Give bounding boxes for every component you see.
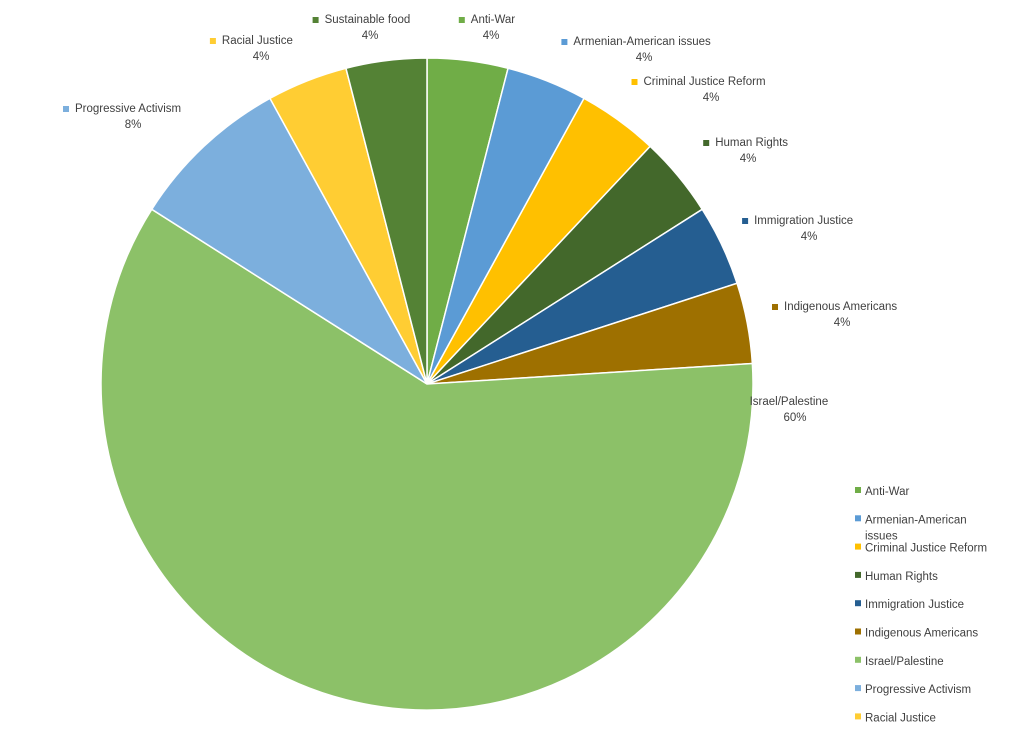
legend-label-israel-palestine: Israel/Palestine bbox=[865, 656, 944, 668]
legend: Anti-War Armenian-American issuesCriminal … bbox=[855, 486, 987, 724]
data-label-name-anti-war: Anti-War bbox=[471, 14, 515, 26]
pie-slices bbox=[100, 57, 754, 711]
legend-label-human-rights: Human Rights bbox=[865, 571, 938, 583]
legend-label-progressive-activism: Progressive Activism bbox=[865, 684, 971, 696]
legend-label-racial-justice: Racial Justice bbox=[865, 712, 936, 724]
data-label-name-criminal-justice-reform: Criminal Justice Reform bbox=[644, 76, 766, 88]
legend-label-indigenous-americans: Indigenous Americans bbox=[865, 628, 978, 640]
data-label-marker-immigration-justice bbox=[742, 218, 749, 224]
data-label-value-criminal-justice-reform: 4% bbox=[703, 92, 720, 104]
data-label-name-immigration-justice: Immigration Justice bbox=[754, 215, 853, 227]
legend-marker-human-rights bbox=[855, 571, 861, 578]
legend-label-criminal-justice-reform: Criminal Justice Reform bbox=[865, 543, 987, 555]
data-label-value-immigration-justice: 4% bbox=[801, 231, 818, 243]
data-label-marker-armenian-american-issues bbox=[561, 39, 568, 45]
pie-slice-sustainable-food bbox=[345, 57, 428, 385]
data-label-name-armenian-american-issues: Armenian-American issues bbox=[573, 36, 711, 48]
data-label-value-human-rights: 4% bbox=[740, 153, 757, 165]
legend-marker-criminal-justice-reform bbox=[855, 543, 861, 550]
data-label-value-progressive-activism: 8% bbox=[125, 119, 142, 131]
legend-label-immigration-justice: Immigration Justice bbox=[865, 599, 964, 611]
data-label-value-armenian-american-issues: 4% bbox=[636, 52, 653, 64]
legend-label-anti-war: Anti-War bbox=[865, 486, 909, 498]
data-label-value-indigenous-americans: 4% bbox=[834, 317, 851, 329]
legend-marker-immigration-justice bbox=[855, 600, 861, 607]
data-labels: Anti-War 4% Armenian-American issues 4% Crim… bbox=[63, 14, 897, 424]
legend-marker-racial-justice bbox=[855, 713, 861, 720]
legend-label-armenian-american-issues: Armenian-American issues bbox=[865, 514, 967, 542]
legend-marker-israel-palestine bbox=[855, 656, 861, 663]
data-label-name-racial-justice: Racial Justice bbox=[222, 35, 293, 47]
pie-slice-israel-palestine bbox=[100, 208, 754, 711]
data-label-value-israel-palestine: 60% bbox=[783, 412, 806, 424]
pie-slice-progressive-activism bbox=[150, 97, 428, 385]
data-label-name-human-rights: Human Rights bbox=[715, 137, 788, 149]
data-label-name-israel-palestine: Israel/Palestine bbox=[750, 396, 829, 408]
legend-marker-progressive-activism bbox=[855, 685, 861, 692]
data-label-marker-israel-palestine bbox=[737, 399, 744, 405]
data-label-marker-racial-justice bbox=[209, 38, 216, 44]
legend-marker-armenian-american-issues bbox=[855, 515, 861, 522]
data-label-marker-anti-war bbox=[458, 17, 465, 23]
data-label-marker-sustainable-food bbox=[312, 17, 319, 23]
data-label-name-indigenous-americans: Indigenous Americans bbox=[784, 301, 897, 313]
data-label-name-progressive-activism: Progressive Activism bbox=[75, 103, 181, 115]
data-label-value-racial-justice: 4% bbox=[253, 51, 270, 63]
data-label-marker-progressive-activism bbox=[63, 106, 69, 112]
data-label-value-anti-war: 4% bbox=[483, 30, 500, 42]
data-label-marker-human-rights bbox=[703, 140, 710, 146]
legend-marker-anti-war bbox=[855, 487, 861, 493]
data-label-marker-criminal-justice-reform bbox=[631, 79, 638, 85]
data-label-marker-indigenous-americans bbox=[772, 304, 778, 310]
data-label-name-sustainable-food: Sustainable food bbox=[325, 14, 411, 26]
data-label-value-sustainable-food: 4% bbox=[362, 30, 379, 42]
legend-marker-indigenous-americans bbox=[855, 628, 861, 635]
